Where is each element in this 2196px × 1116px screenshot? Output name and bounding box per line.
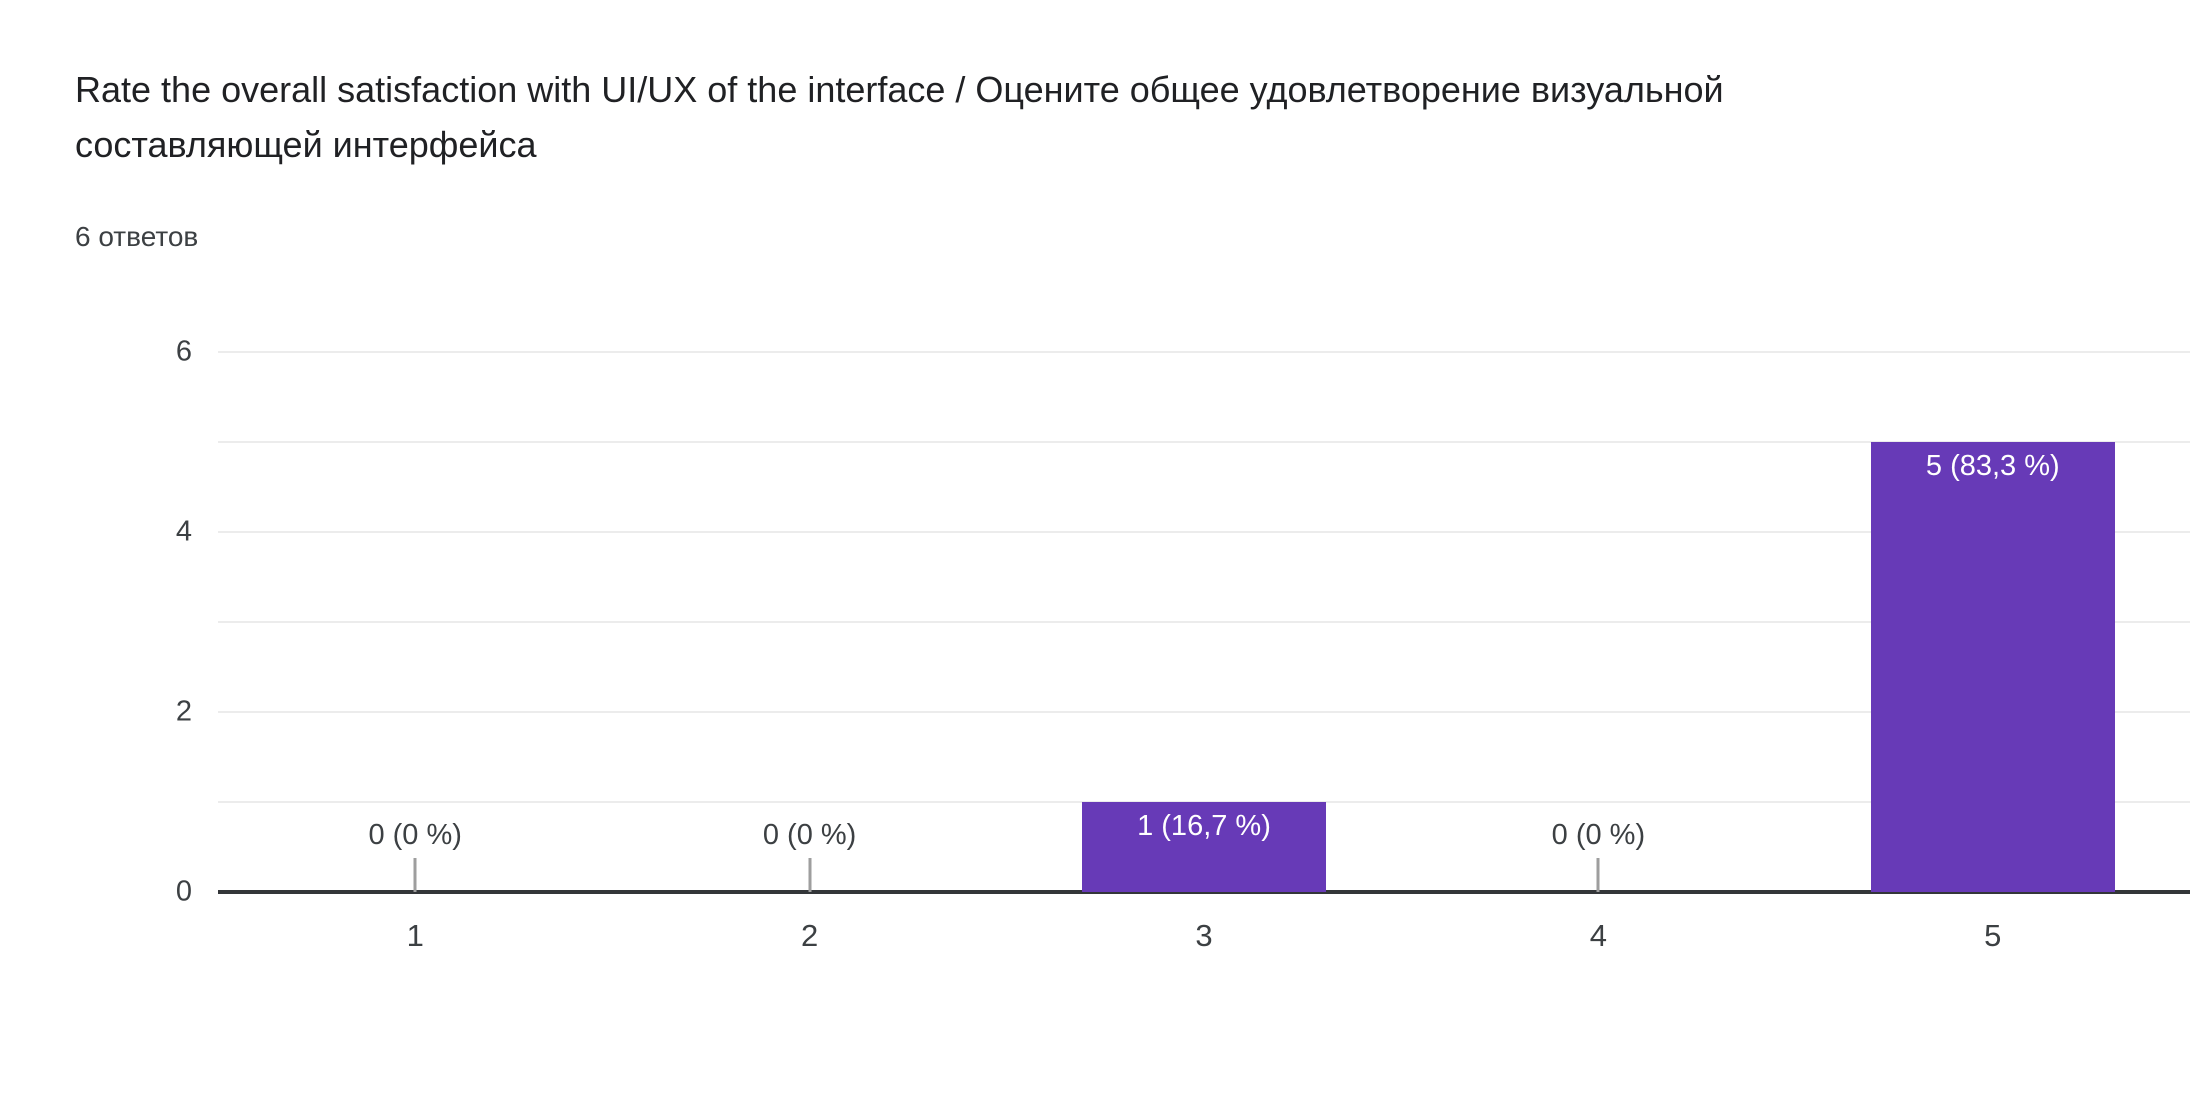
bar-value-label: 5 (83,3 %) [1925, 450, 2060, 482]
bar [1870, 442, 2115, 892]
y-axis: 0 2 4 6 [120, 336, 192, 908]
gridline [218, 621, 2190, 623]
y-tick-label: 4 [175, 515, 192, 548]
gridline [218, 441, 2190, 443]
bar [1082, 802, 1326, 892]
gridline [218, 351, 2190, 353]
x-tick-label: 1 [406, 918, 424, 953]
response-count: 6 ответов [75, 221, 199, 252]
question-title: Rate the overall satisfaction with UI/UX… [75, 69, 1724, 165]
zero-tick-stub [808, 858, 812, 892]
x-tick-label: 2 [800, 918, 819, 953]
zero-value-label: 0 (0 %) [762, 819, 857, 851]
zero-tick-stub [413, 858, 417, 892]
zero-value-label: 0 (0 %) [368, 819, 462, 851]
plot-area: 0 (0 %) 0 (0 %) 1 (16,7 %) 0 (0 %) 5 (83,3 %… [218, 351, 2190, 894]
zero-tick-stub [1596, 858, 1600, 892]
y-tick-label: 2 [175, 695, 192, 728]
y-tick-label: 6 [175, 335, 192, 368]
x-tick-label: 4 [1589, 918, 1608, 953]
x-axis-line [218, 890, 2190, 894]
gridline [218, 531, 2190, 533]
x-tick-label: 3 [1195, 918, 1213, 953]
x-tick-label: 5 [1984, 918, 2002, 953]
zero-value-label: 0 (0 %) [1551, 819, 1646, 851]
gridline [218, 711, 2190, 713]
y-tick-label: 0 [175, 875, 192, 908]
x-axis: 1 2 3 4 5 [218, 910, 2190, 970]
bar-value-label: 1 (16,7 %) [1137, 810, 1271, 842]
